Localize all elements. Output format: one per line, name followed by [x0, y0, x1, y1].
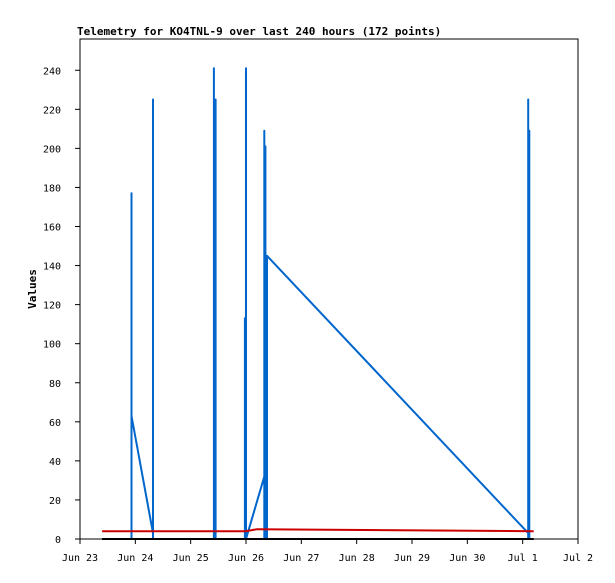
chart-title: Telemetry for KO4TNL-9 over last 240 hou… [77, 25, 441, 38]
y-tick-label: 120 [43, 301, 61, 312]
x-tick-label: Jun 27 [283, 553, 319, 564]
y-tick-label: 240 [43, 66, 61, 77]
series-group [102, 67, 534, 540]
y-tick-label: 160 [43, 223, 61, 234]
y-tick-label: 60 [49, 418, 61, 429]
y-tick-label: 100 [43, 340, 61, 351]
series-line-1 [102, 528, 534, 533]
x-tick-label: Jun 24 [117, 553, 153, 564]
y-tick-label: 0 [55, 535, 61, 546]
x-tick-label: Jun 26 [228, 553, 264, 564]
y-tick-label: 200 [43, 144, 61, 155]
y-tick-label: 140 [43, 262, 61, 273]
y-tick-label: 220 [43, 105, 61, 116]
x-tick-label: Jun 25 [173, 553, 209, 564]
x-tick-label: Jun 23 [62, 553, 98, 564]
y-tick-label: 20 [49, 496, 61, 507]
y-axis-label: Values [26, 269, 39, 309]
x-tick-label: Jun 28 [339, 553, 375, 564]
x-tick-label: Jun 29 [394, 553, 430, 564]
y-tick-label: 180 [43, 183, 61, 194]
x-tick-label: Jul 2 [563, 553, 593, 564]
y-tick-label: 40 [49, 457, 61, 468]
x-tick-label: Jun 30 [449, 553, 485, 564]
y-axis: 0 20 40 60 80 100 120 140 160 180 200 220 240 [43, 66, 80, 546]
x-tick-label: Jul 1 [508, 553, 538, 564]
y-tick-label: 80 [49, 379, 61, 390]
